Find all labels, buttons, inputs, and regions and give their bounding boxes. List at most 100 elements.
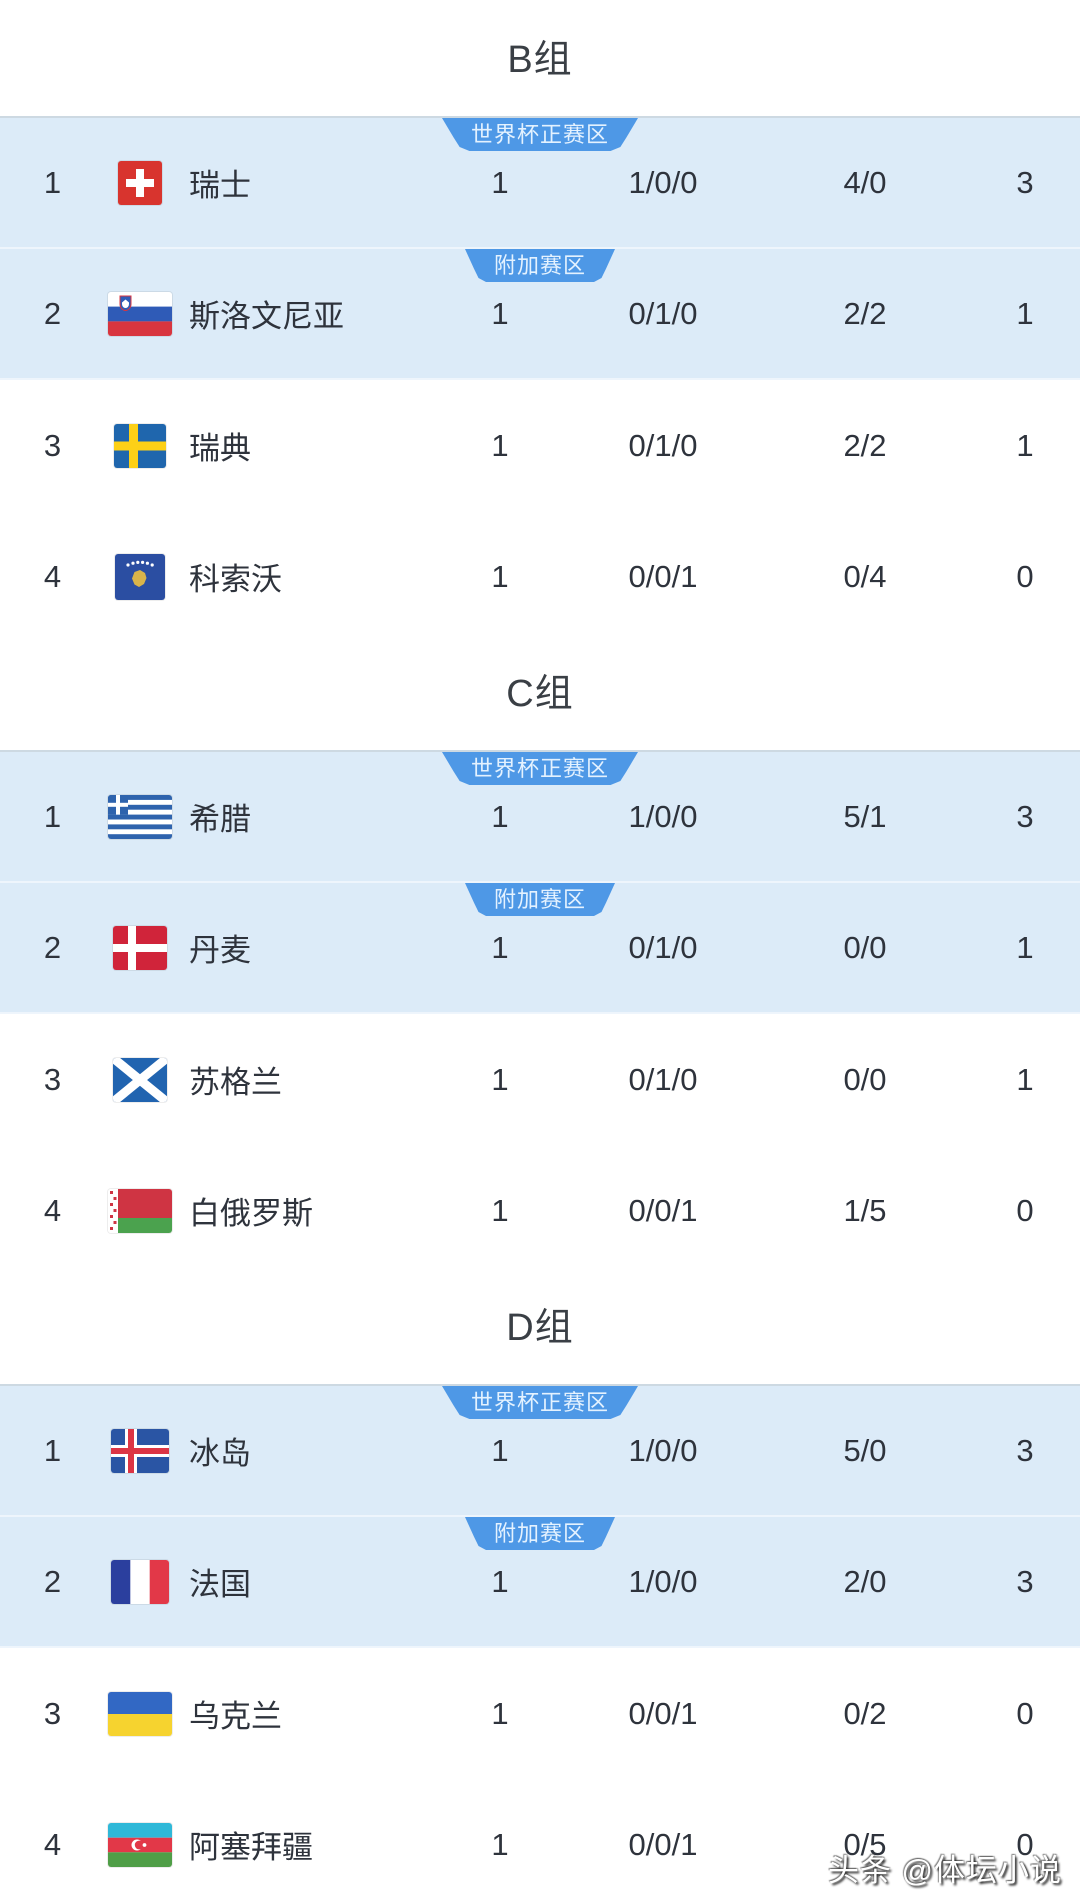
rank-label: 3 [43, 1695, 62, 1731]
goals-for-against: 2/2 [843, 427, 887, 463]
team-row[interactable]: 4 阿塞拜疆 1 0/0/1 0/5 0 [0, 1779, 1080, 1904]
group-table: 世界杯正赛区 1 瑞士 1 1/0/0 4/0 3 附加赛区 2 斯洛文尼亚 1… [0, 116, 1080, 642]
team-row[interactable]: 附加赛区 2 法国 1 1/0/0 2/0 3 [0, 1517, 1080, 1648]
team-row[interactable]: 3 乌克兰 1 0/0/1 0/2 0 [0, 1648, 1080, 1779]
points: 1 [1016, 1061, 1034, 1097]
goals-for-against: 1/5 [843, 1192, 887, 1228]
rank-label: 2 [43, 929, 62, 965]
zone-badge-playoff: 附加赛区 [465, 883, 615, 916]
win-draw-loss: 0/1/0 [628, 427, 698, 463]
flag-belarus-icon [105, 1188, 175, 1233]
win-draw-loss: 0/1/0 [628, 929, 698, 965]
win-draw-loss: 0/0/1 [628, 1826, 698, 1862]
team-row[interactable]: 世界杯正赛区 1 冰岛 1 1/0/0 5/0 3 [0, 1386, 1080, 1517]
played-count: 1 [491, 929, 509, 965]
goals-for-against: 5/1 [843, 798, 887, 834]
win-draw-loss: 0/0/1 [628, 1192, 698, 1228]
points: 0 [1016, 1192, 1034, 1228]
goals-for-against: 2/0 [843, 1563, 887, 1599]
team-name: 希腊 [189, 802, 251, 837]
flag-denmark-icon [105, 925, 175, 970]
rank-label: 1 [43, 164, 62, 200]
played-count: 1 [491, 164, 509, 200]
played-count: 1 [491, 1826, 509, 1862]
played-count: 1 [491, 1563, 509, 1599]
played-count: 1 [491, 558, 509, 594]
points: 1 [1016, 295, 1034, 331]
played-count: 1 [491, 1061, 509, 1097]
team-name: 苏格兰 [189, 1065, 282, 1100]
win-draw-loss: 0/0/1 [628, 1695, 698, 1731]
goals-for-against: 0/0 [843, 1061, 887, 1097]
points: 1 [1016, 929, 1034, 965]
rank-label: 1 [43, 798, 62, 834]
team-name: 阿塞拜疆 [189, 1830, 313, 1865]
points: 3 [1016, 164, 1034, 200]
group-section-0: B组 世界杯正赛区 1 瑞士 1 1/0/0 4/0 3 附加赛区 2 斯洛文尼… [0, 0, 1080, 642]
team-name: 冰岛 [189, 1436, 251, 1471]
team-row[interactable]: 附加赛区 2 斯洛文尼亚 1 0/1/0 2/2 1 [0, 249, 1080, 380]
points: 3 [1016, 1563, 1034, 1599]
flag-azerbaijan-icon [105, 1822, 175, 1867]
group-title: B组 [507, 39, 573, 81]
team-name: 法国 [189, 1567, 251, 1602]
played-count: 1 [491, 1695, 509, 1731]
played-count: 1 [491, 295, 509, 331]
zone-badge-qualified: 世界杯正赛区 [442, 118, 638, 151]
team-row[interactable]: 附加赛区 2 丹麦 1 0/1/0 0/0 1 [0, 883, 1080, 1014]
points: 0 [1016, 558, 1034, 594]
group-section-1: C组 世界杯正赛区 1 希腊 1 1/0/0 5/1 3 附加赛区 2 丹麦 1… [0, 642, 1080, 1276]
rank-label: 3 [43, 427, 62, 463]
played-count: 1 [491, 1432, 509, 1468]
win-draw-loss: 0/0/1 [628, 558, 698, 594]
goals-for-against: 2/2 [843, 295, 887, 331]
goals-for-against: 5/0 [843, 1432, 887, 1468]
flag-iceland-icon [105, 1428, 175, 1473]
flag-switzerland-icon [105, 160, 175, 205]
group-table: 世界杯正赛区 1 冰岛 1 1/0/0 5/0 3 附加赛区 2 法国 1 1/… [0, 1384, 1080, 1904]
rank-label: 2 [43, 1563, 62, 1599]
watermark: 头条 @体坛小说 [827, 1853, 1062, 1888]
group-title: C组 [506, 673, 574, 715]
rank-label: 4 [43, 1192, 62, 1228]
played-count: 1 [491, 427, 509, 463]
rank-label: 4 [43, 558, 62, 594]
team-row[interactable]: 4 白俄罗斯 1 0/0/1 1/5 0 [0, 1145, 1080, 1276]
team-name: 乌克兰 [189, 1699, 282, 1734]
team-name: 白俄罗斯 [189, 1196, 313, 1231]
flag-ukraine-icon [105, 1691, 175, 1736]
flag-greece-icon [105, 794, 175, 839]
rank-label: 4 [43, 1826, 62, 1862]
points: 1 [1016, 427, 1034, 463]
team-row[interactable]: 世界杯正赛区 1 希腊 1 1/0/0 5/1 3 [0, 752, 1080, 883]
team-row[interactable]: 3 瑞典 1 0/1/0 2/2 1 [0, 380, 1080, 511]
win-draw-loss: 1/0/0 [628, 798, 698, 834]
team-row[interactable]: 4 科索沃 1 0/0/1 0/4 0 [0, 511, 1080, 642]
team-row[interactable]: 世界杯正赛区 1 瑞士 1 1/0/0 4/0 3 [0, 118, 1080, 249]
group-section-2: D组 世界杯正赛区 1 冰岛 1 1/0/0 5/0 3 附加赛区 2 法国 1… [0, 1276, 1080, 1904]
points: 0 [1016, 1826, 1034, 1862]
team-name: 斯洛文尼亚 [189, 299, 344, 334]
zone-badge-playoff: 附加赛区 [465, 1517, 615, 1550]
goals-for-against: 0/5 [843, 1826, 887, 1862]
flag-kosovo-icon [105, 553, 175, 600]
goals-for-against: 0/0 [843, 929, 887, 965]
team-name: 丹麦 [189, 933, 251, 968]
win-draw-loss: 1/0/0 [628, 164, 698, 200]
zone-badge-qualified: 世界杯正赛区 [442, 752, 638, 785]
team-row[interactable]: 3 苏格兰 1 0/1/0 0/0 1 [0, 1014, 1080, 1145]
win-draw-loss: 0/1/0 [628, 1061, 698, 1097]
rank-label: 2 [43, 295, 62, 331]
flag-scotland-icon [105, 1057, 175, 1102]
flag-sweden-icon [105, 423, 175, 468]
win-draw-loss: 0/1/0 [628, 295, 698, 331]
rank-label: 3 [43, 1061, 62, 1097]
group-table: 世界杯正赛区 1 希腊 1 1/0/0 5/1 3 附加赛区 2 丹麦 1 0/… [0, 750, 1080, 1276]
zone-badge-qualified: 世界杯正赛区 [442, 1386, 638, 1419]
group-title: D组 [506, 1307, 574, 1349]
team-name: 科索沃 [189, 562, 282, 597]
team-name: 瑞士 [189, 168, 251, 203]
played-count: 1 [491, 798, 509, 834]
